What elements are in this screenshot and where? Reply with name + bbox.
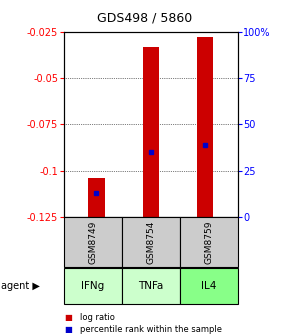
Text: IFNg: IFNg [81,281,104,291]
Text: ■: ■ [64,313,72,322]
Bar [180,268,238,304]
Bar [88,178,105,217]
Text: GSM8759: GSM8759 [204,220,213,264]
Text: IL4: IL4 [201,281,217,291]
Text: ■: ■ [64,325,72,334]
Text: percentile rank within the sample: percentile rank within the sample [80,325,222,334]
Text: log ratio: log ratio [80,313,115,322]
Bar [197,38,213,217]
Bar [143,47,159,217]
Text: TNFa: TNFa [138,281,164,291]
Bar [122,268,180,304]
Text: GSM8749: GSM8749 [88,220,97,264]
Text: agent ▶: agent ▶ [1,281,40,291]
Text: GSM8754: GSM8754 [146,220,155,264]
Bar [64,217,122,267]
Bar [122,217,180,267]
Bar [180,217,238,267]
Text: GDS498 / 5860: GDS498 / 5860 [97,12,193,25]
Bar [64,268,122,304]
